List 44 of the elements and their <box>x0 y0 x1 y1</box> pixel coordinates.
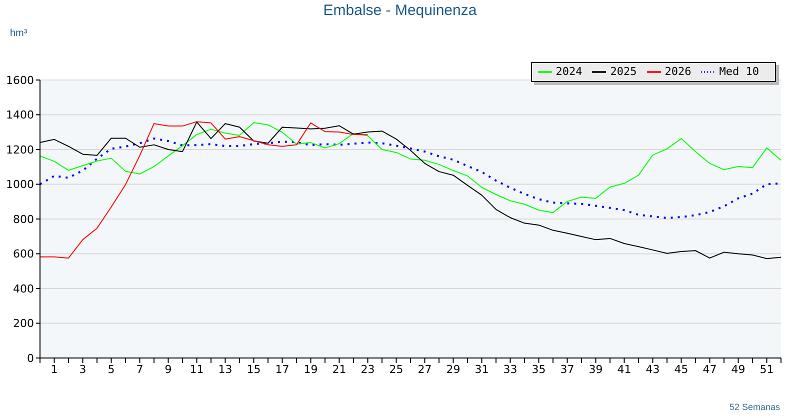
x-tick-label: 37 <box>560 362 574 376</box>
x-tick-label: 1 <box>50 362 58 376</box>
x-tick-label: 51 <box>760 362 774 376</box>
x-tick-label: 43 <box>646 362 660 376</box>
x-tick-label: 5 <box>108 362 115 376</box>
x-tick-label: 25 <box>389 362 404 376</box>
x-tick-label: 49 <box>731 362 746 376</box>
x-tick-label: 3 <box>79 362 86 376</box>
x-tick-label: 47 <box>702 362 717 376</box>
legend-label: Med 10 <box>719 65 759 78</box>
y-tick-label: 200 <box>13 317 34 330</box>
y-tick-label: 1400 <box>6 108 34 122</box>
x-tick-label: 27 <box>418 362 432 376</box>
x-tick-label: 33 <box>503 362 518 376</box>
y-tick-label: 800 <box>13 212 34 226</box>
y-tick-label: 1000 <box>6 178 34 192</box>
legend-label: 2025 <box>610 65 637 78</box>
legend-label: 2024 <box>556 65 582 78</box>
y-tick-label: 400 <box>13 282 34 296</box>
x-tick-label: 21 <box>332 362 346 376</box>
y-tick-label: 1600 <box>6 74 34 87</box>
x-tick-label: 29 <box>446 362 460 376</box>
x-tick-label: 31 <box>474 362 489 376</box>
x-tick-label: 19 <box>304 362 318 376</box>
x-axis-title: 52 Semanas <box>729 402 780 412</box>
x-tick-label: 35 <box>532 362 546 376</box>
x-tick-label: 11 <box>190 362 204 376</box>
x-tick-label: 9 <box>164 362 172 376</box>
y-tick-label: 600 <box>13 248 34 261</box>
legend-label: 2026 <box>664 65 692 78</box>
chart-title: Embalse - Mequinenza <box>322 2 478 19</box>
x-tick-label: 41 <box>617 362 632 376</box>
y-axis-title: hm³ <box>10 28 28 39</box>
y-tick-label: 1200 <box>6 143 34 156</box>
x-tick-label: 17 <box>275 362 290 376</box>
line-series <box>40 121 368 259</box>
x-tick-label: 23 <box>360 362 375 376</box>
x-tick-label: 39 <box>588 362 603 376</box>
x-tick-label: 13 <box>218 362 232 376</box>
x-tick-label: 15 <box>246 362 261 376</box>
y-tick-label: 0 <box>27 352 34 365</box>
line-series <box>40 122 781 214</box>
x-tick-label: 7 <box>136 362 144 376</box>
x-tick-label: 45 <box>674 362 688 376</box>
